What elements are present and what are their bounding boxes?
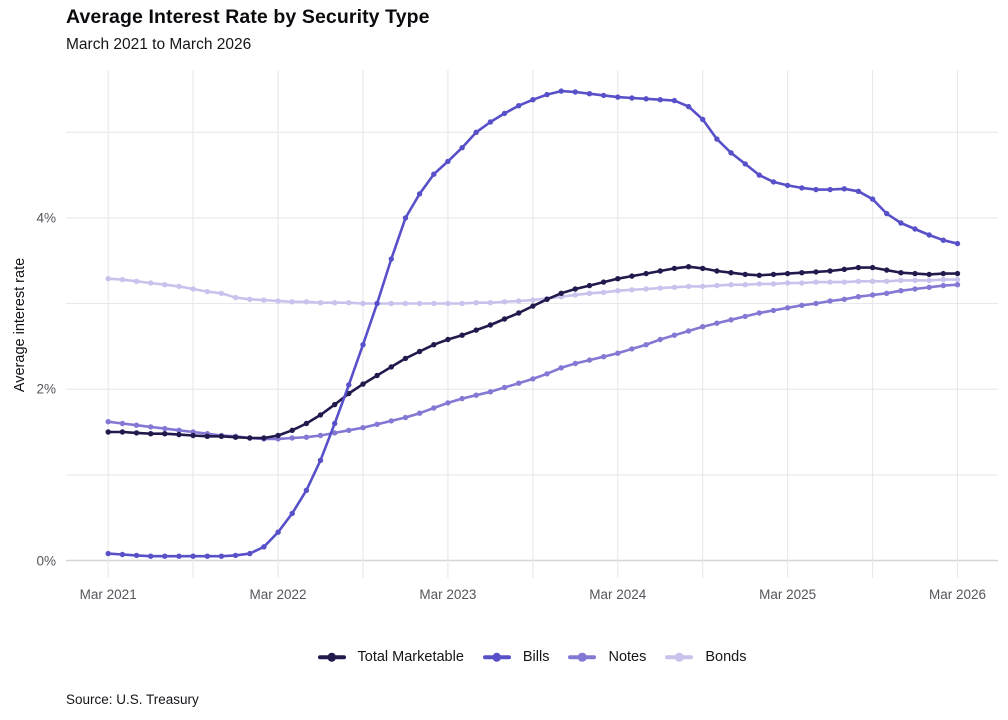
legend-label: Notes [608,649,647,665]
legend-item-bills: Bills [483,649,550,665]
bonds-series-marker-icon [665,653,693,662]
legend-item-total-marketable: Total Marketable [318,649,464,665]
x-tick-mar-2023: Mar 2023 [419,587,477,602]
legend-label: Total Marketable [357,649,464,665]
legend-label: Bonds [705,649,747,665]
y-axis-title: Average interest rate [12,257,28,393]
legend-item-notes: Notes [568,649,646,665]
notes-series-marker-icon [568,653,596,662]
chart-title: Average Interest Rate by Security Type [66,6,430,28]
x-tick-mar-2025: Mar 2025 [759,587,817,602]
legend-item-bonds: Bonds [665,649,746,665]
y-tick-label-0: 0% [36,553,56,568]
x-tick-mar-2026: Mar 2026 [928,587,987,602]
x-tick-mar-2021: Mar 2021 [79,587,137,602]
chart-subtitle: March 2021 to March 2026 [66,36,252,53]
x-tick-mar-2024: Mar 2024 [589,587,647,602]
legend: Total Marketable Bills Notes Bonds [66,644,998,670]
y-tick-label-4: 4% [36,210,56,226]
chart-canvas [66,70,998,578]
total-marketable-series-marker-icon [318,653,346,662]
legend-label: Bills [522,649,550,665]
bills-series-marker-icon [483,653,511,662]
source-note: Source: U.S. Treasury [66,692,199,707]
y-tick-label-2: 2% [36,381,56,397]
x-tick-mar-2022: Mar 2022 [249,587,307,602]
